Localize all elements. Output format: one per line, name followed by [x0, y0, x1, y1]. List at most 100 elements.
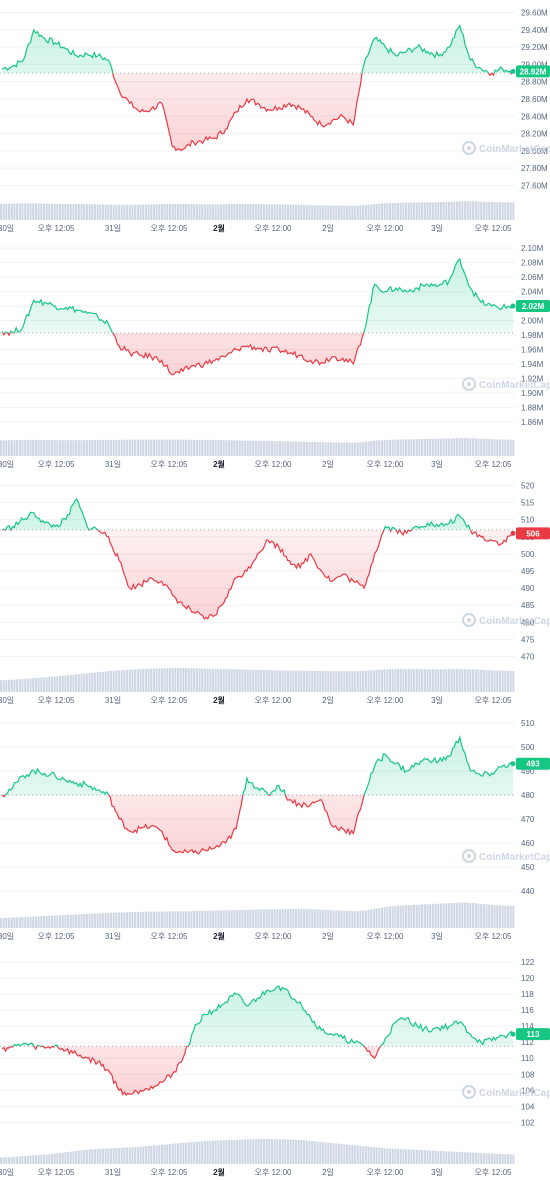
watermark-text: CoinMarketCap — [479, 852, 550, 863]
volume-bar — [118, 912, 121, 928]
volume-bar — [45, 203, 48, 220]
volume-bar — [69, 440, 72, 456]
volume-bar — [464, 902, 467, 928]
volume-bar — [340, 442, 343, 456]
volume-bar — [67, 914, 70, 928]
volume-bar — [195, 439, 198, 456]
volume-bar — [104, 1148, 107, 1164]
volume-bar — [324, 671, 327, 692]
volume-bar — [206, 668, 209, 692]
volume-bar — [206, 1140, 209, 1164]
volume-bar — [265, 204, 268, 221]
volume-bar — [383, 440, 386, 456]
volume-bar — [171, 203, 174, 220]
y-tick-label: 29.40M — [521, 26, 548, 35]
volume-bar — [155, 668, 158, 692]
volume-bar — [410, 904, 413, 928]
y-tick-label: 490 — [521, 584, 535, 593]
volume-bar — [238, 1139, 241, 1164]
volume-bar — [2, 203, 5, 220]
volume-bar — [77, 1150, 80, 1164]
volume-bar — [187, 668, 190, 692]
volume-bar — [265, 670, 268, 692]
volume-bar — [0, 918, 3, 928]
volume-bar — [300, 909, 303, 928]
volume-bar — [466, 1152, 469, 1164]
volume-bar — [262, 440, 265, 456]
x-tick-label: 오후 12:00 — [255, 1168, 293, 1177]
volume-bar — [343, 442, 346, 456]
volume-bar — [230, 1139, 233, 1164]
volume-bar — [346, 442, 349, 456]
volume-bar — [238, 440, 241, 456]
volume-bar — [450, 201, 453, 220]
volume-bar — [413, 439, 416, 456]
volume-bar — [80, 440, 83, 456]
volume-bar — [380, 203, 383, 220]
volume-bar — [321, 442, 324, 456]
volume-bar — [37, 916, 40, 928]
volume-bar — [257, 440, 260, 456]
volume-bar — [118, 439, 121, 456]
x-tick-label: 오후 12:00 — [367, 932, 405, 941]
volume-bar — [354, 1145, 357, 1164]
volume-bar — [268, 440, 271, 456]
volume-bar — [421, 669, 424, 692]
volume-bar — [244, 440, 247, 456]
volume-bar — [93, 204, 96, 221]
volume-bar — [120, 204, 123, 220]
volume-bar — [147, 1146, 150, 1164]
volume-bar — [249, 440, 252, 456]
volume-bar — [493, 905, 496, 928]
volume-bar — [101, 439, 105, 456]
coinmarketcap-watermark: CoinMarketCap — [462, 849, 550, 863]
volume-bar — [187, 439, 190, 456]
volume-bar — [18, 917, 21, 928]
volume-bar — [270, 909, 273, 928]
y-tick-label: 112 — [521, 1038, 534, 1047]
volume-bar — [469, 1152, 472, 1164]
volume-bar — [375, 203, 378, 220]
volume-bar — [295, 1139, 298, 1164]
volume-bar — [359, 670, 362, 692]
volume-bar — [407, 1149, 410, 1164]
volume-bar — [295, 909, 298, 928]
volume-bar — [93, 1149, 96, 1164]
volume-bar — [359, 205, 362, 220]
volume-bar — [276, 909, 279, 928]
volume-bar — [246, 440, 249, 456]
volume-bar — [287, 204, 290, 220]
volume-bar — [434, 202, 437, 220]
volume-bar — [48, 915, 51, 928]
volume-bar — [222, 669, 225, 693]
volume-bar — [150, 668, 153, 692]
volume-bar — [179, 203, 182, 220]
volume-bar — [152, 911, 155, 928]
volume-bar — [337, 910, 341, 928]
volume-bar — [482, 1153, 485, 1164]
volume-bar — [418, 202, 421, 220]
volume-bar — [396, 669, 400, 692]
volume-bar — [297, 909, 300, 928]
current-price-badge — [516, 65, 550, 78]
area-fill-down — [2, 794, 513, 854]
volume-bar — [61, 440, 64, 456]
x-tick-label: 오후 12:05 — [151, 932, 189, 941]
volume-bar — [455, 438, 459, 456]
volume-bar — [80, 204, 83, 220]
volume-bar — [504, 202, 507, 220]
y-tick-label: 470 — [521, 653, 535, 662]
volume-bar — [238, 910, 241, 928]
volume-bar — [399, 669, 402, 692]
volume-bar — [270, 440, 273, 456]
volume-bar — [163, 668, 166, 693]
volume-bar — [217, 204, 220, 221]
volume-bar — [364, 910, 367, 928]
volume-bar — [2, 680, 5, 692]
volume-bar — [455, 1151, 459, 1164]
volume-bar — [359, 910, 362, 928]
volume-bar — [0, 203, 3, 220]
volume-bar — [464, 438, 467, 457]
volume-bar — [144, 204, 147, 220]
volume-bar — [34, 916, 37, 928]
